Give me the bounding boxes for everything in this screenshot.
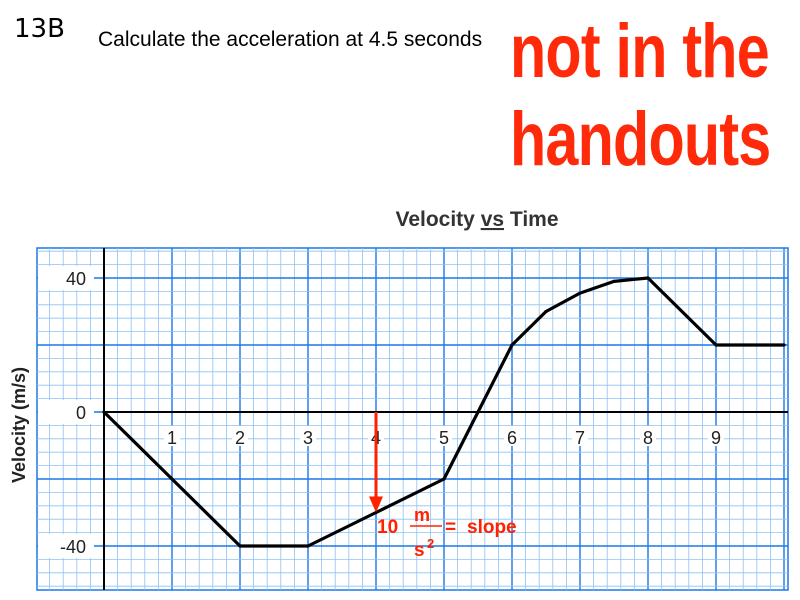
not-in-handouts-stamp: not in the handouts [510,8,771,184]
chart-title-part-1: Velocity [395,208,480,231]
stamp-line-1: not in the [510,9,770,94]
slope-unit-denominator: s [414,540,425,561]
data-point [306,544,310,548]
data-point [544,309,548,314]
data-point [646,276,650,280]
tick-bg [504,426,520,446]
slope-arrowhead [369,496,383,513]
data-point [578,291,582,295]
chart-title-part-2: vs [481,208,504,231]
y-tick-label: -40 [60,537,86,557]
x-tick-label: 6 [507,428,517,448]
tick-bg [708,426,724,446]
stamp-line-2: handouts [510,97,771,182]
data-point [612,279,616,283]
tick-bg [572,426,588,446]
x-tick-label: 1 [167,428,177,448]
tick-labels: 123456789400-40 [60,269,724,557]
tick-bg [436,426,452,446]
data-point [510,343,514,347]
slide-number: 13B [14,14,65,44]
tick-bg [300,426,316,446]
x-tick-label: 2 [235,428,245,448]
velocity-line [102,276,784,548]
x-tick-label: 7 [575,428,585,448]
x-tick-label: 3 [303,428,313,448]
y-tick-label: 40 [66,269,86,289]
chart-title: Velocity vs Time [395,208,558,231]
chart-axes [103,248,788,590]
label-bg [38,400,94,424]
data-point [170,477,174,481]
y-tick-label: 0 [76,403,86,423]
tick-bg [164,426,180,446]
y-axis-label: Velocity (m/s) [9,367,29,483]
x-tick-label: 8 [643,428,653,448]
slope-value: 10 [377,517,398,538]
slope-annotation: 10 ms 2 = slope [369,412,517,561]
x-tick-label: 9 [711,428,721,448]
chart-title-part-3: Time [504,208,558,231]
tick-bg [640,426,656,446]
label-bg [38,534,94,558]
data-point [476,410,480,414]
label-bg [38,266,94,290]
question-text: Calculate the acceleration at 4.5 second… [98,28,483,51]
data-point [714,343,718,347]
data-point [102,410,106,414]
slope-equals: = [445,517,456,538]
series-lines [102,276,786,548]
tick-bg [232,426,248,446]
data-point [782,343,786,347]
slope-word: slope [467,517,517,538]
data-point [238,544,242,548]
slope-unit-numerator: m [414,505,430,525]
chart-grid [36,247,789,591]
slope-unit-exponent: 2 [427,536,434,551]
data-point [442,477,446,481]
x-tick-label: 5 [439,428,449,448]
